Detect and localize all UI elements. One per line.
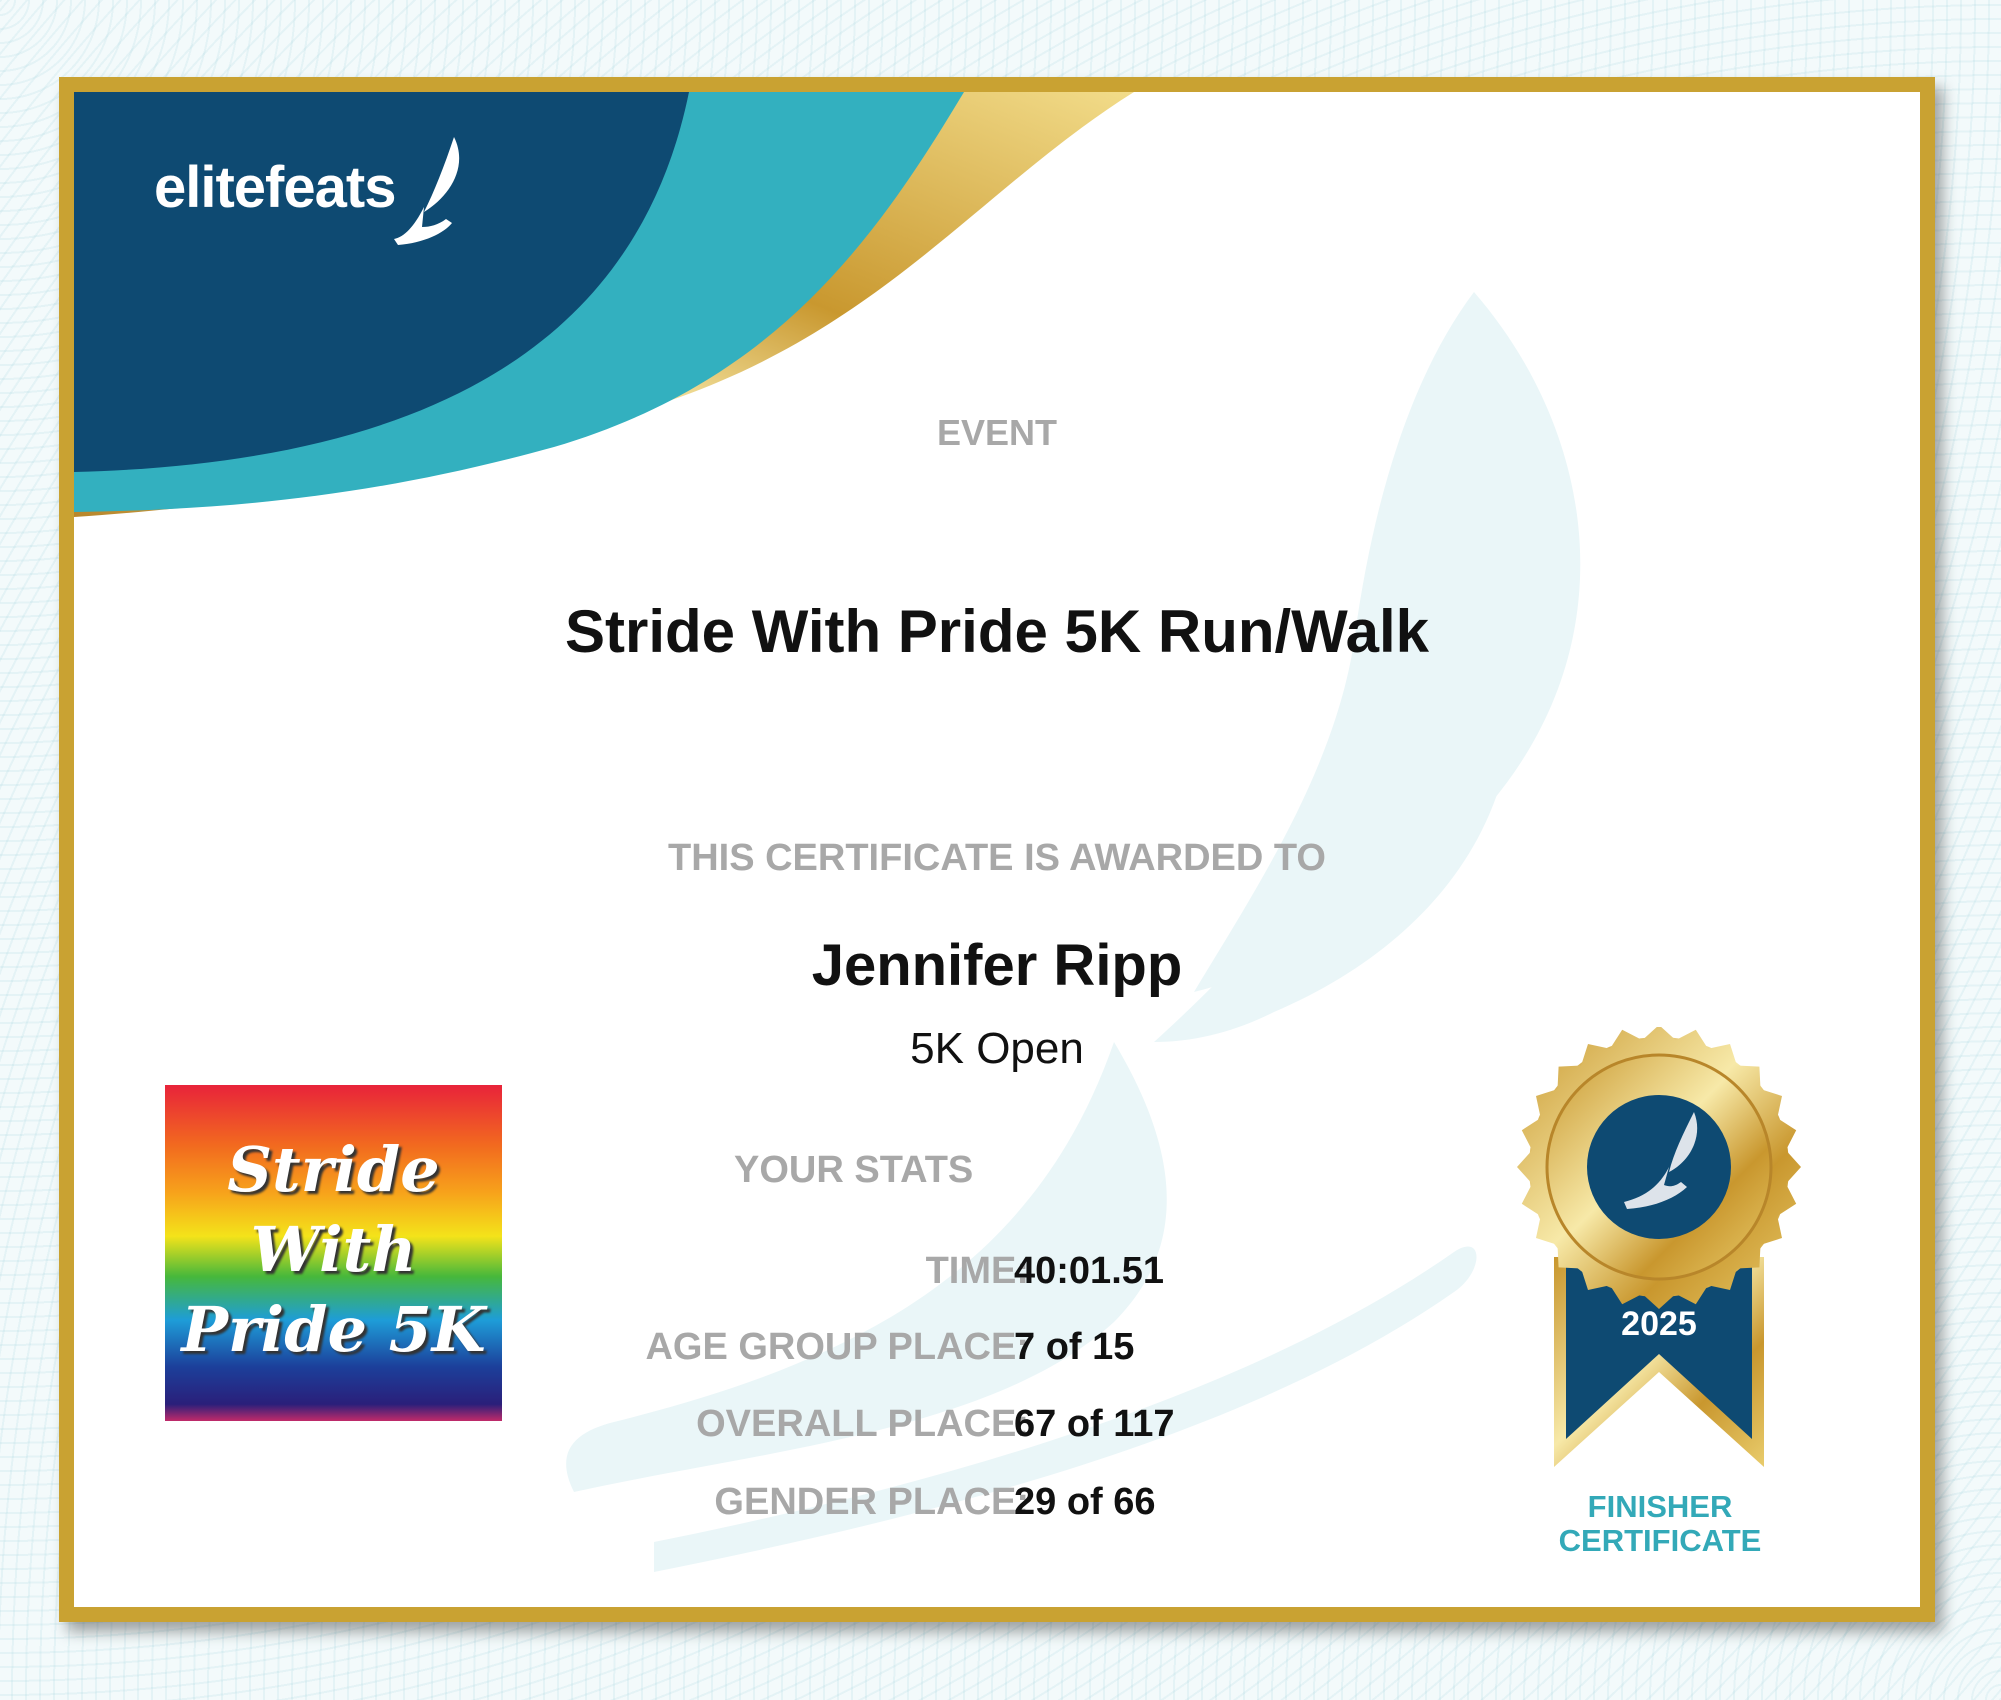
event-label: EVENT [936,412,1058,453]
winged-foot-watermark-icon [566,292,1581,1572]
division: 5K Open [910,1024,1084,1073]
event-image: Stride With Pride 5K [165,1085,502,1421]
winged-foot-logo-icon [394,137,460,245]
event-name: Stride With Pride 5K Run/Walk [565,598,1429,665]
finisher-caption: FINISHER CERTIFICATE [1558,1489,1762,1558]
awarded-to-label: THIS CERTIFICATE IS AWARDED TO [668,837,1326,879]
medal-badge: 2025 [1517,1027,1801,1467]
stats-label: YOUR STATS [734,1149,974,1191]
recipient-name: Jennifer Ripp [811,933,1183,998]
certificate: elitefeats EVENT Stride With Pride 5K Ru… [59,77,1935,1622]
elitefeats-logo: elitefeats [154,155,396,220]
header-banner [74,92,1134,517]
svg-text:2025: 2025 [1621,1305,1697,1343]
winged-foot-icon [1624,1112,1698,1209]
